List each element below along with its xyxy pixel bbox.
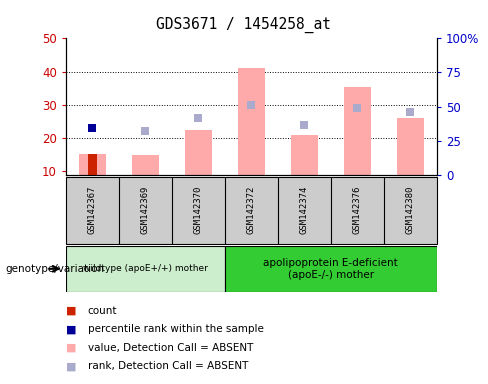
Bar bbox=[66, 246, 225, 292]
Bar bbox=[132, 155, 159, 175]
Text: count: count bbox=[88, 306, 117, 316]
Text: value, Detection Call = ABSENT: value, Detection Call = ABSENT bbox=[88, 343, 253, 353]
Bar bbox=[344, 87, 370, 175]
Text: ■: ■ bbox=[66, 324, 77, 334]
Text: rank, Detection Call = ABSENT: rank, Detection Call = ABSENT bbox=[88, 361, 248, 371]
Point bbox=[194, 115, 202, 121]
Text: apolipoprotein E-deficient
(apoE-/-) mother: apolipoprotein E-deficient (apoE-/-) mot… bbox=[264, 258, 398, 280]
Point bbox=[142, 128, 149, 134]
Text: GSM142367: GSM142367 bbox=[88, 186, 97, 234]
Text: GSM142374: GSM142374 bbox=[300, 186, 309, 234]
Text: percentile rank within the sample: percentile rank within the sample bbox=[88, 324, 264, 334]
Text: wildtype (apoE+/+) mother: wildtype (apoE+/+) mother bbox=[83, 264, 208, 273]
Point bbox=[353, 105, 361, 111]
Text: ■: ■ bbox=[66, 361, 77, 371]
Point bbox=[88, 125, 96, 131]
Text: GSM142370: GSM142370 bbox=[194, 186, 203, 234]
Bar bbox=[79, 154, 105, 175]
FancyBboxPatch shape bbox=[66, 177, 437, 244]
Text: GSM142376: GSM142376 bbox=[353, 186, 362, 234]
Bar bbox=[88, 154, 97, 175]
Text: GSM142369: GSM142369 bbox=[141, 186, 150, 234]
Point bbox=[247, 102, 255, 108]
Text: GSM142380: GSM142380 bbox=[406, 186, 415, 234]
Text: ■: ■ bbox=[66, 306, 77, 316]
Text: GSM142372: GSM142372 bbox=[247, 186, 256, 234]
Text: GDS3671 / 1454258_at: GDS3671 / 1454258_at bbox=[157, 17, 331, 33]
Point bbox=[407, 108, 414, 114]
Bar bbox=[225, 246, 437, 292]
Bar bbox=[238, 68, 264, 175]
Text: genotype/variation: genotype/variation bbox=[5, 264, 104, 274]
Text: ■: ■ bbox=[66, 343, 77, 353]
Point bbox=[88, 125, 96, 131]
Bar bbox=[291, 136, 318, 175]
Bar bbox=[397, 118, 424, 175]
Point bbox=[301, 122, 308, 128]
Bar bbox=[185, 130, 212, 175]
